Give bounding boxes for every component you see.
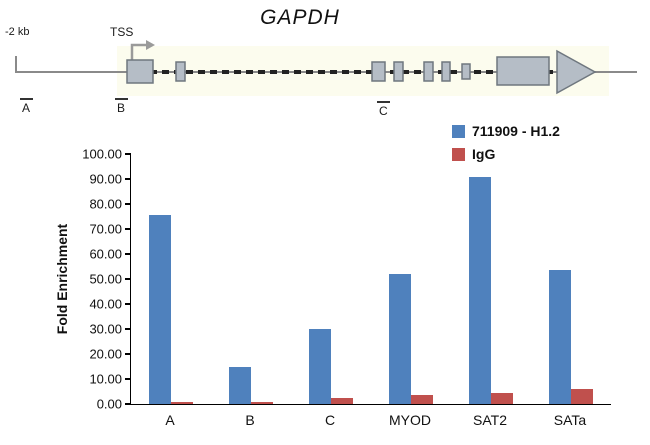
bar-igg-sata <box>571 389 593 404</box>
y-tick-label: 50.00 <box>89 271 122 287</box>
chart-legend: 711909 - H1.2 IgG <box>452 123 560 169</box>
legend-label: IgG <box>472 146 496 162</box>
amplicon-ticks <box>20 98 390 103</box>
x-axis-label-sat2: SAT2 <box>473 412 507 428</box>
bar-711909-h1-2-myod <box>389 274 411 404</box>
y-tick-label: 60.00 <box>89 246 122 262</box>
y-tick-label: 0.00 <box>96 396 122 412</box>
bar-group-myod <box>371 154 451 404</box>
bar-igg-myod <box>411 395 433 404</box>
bar-igg-sat2 <box>491 392 513 404</box>
legend-swatch-icon <box>452 147 465 161</box>
y-tick-mark <box>125 328 131 330</box>
bar-711909-h1-2-sata <box>549 270 571 404</box>
bar-711909-h1-2-b <box>229 366 251 404</box>
exon-box <box>461 63 471 80</box>
y-tick-label: 90.00 <box>89 171 122 187</box>
y-tick-mark <box>125 178 131 180</box>
exon-box <box>393 61 404 82</box>
gene-end-arrow-icon <box>556 49 597 95</box>
fold-enrichment-chart: 711909 - H1.2 IgG Fold Enrichment 0.00 10.… <box>0 123 650 445</box>
bar-711909-h1-2-sat2 <box>469 176 491 404</box>
bar-igg-a <box>171 401 193 404</box>
legend-swatch-icon <box>452 124 465 138</box>
bar-711909-h1-2-c <box>309 329 331 404</box>
bar-igg-b <box>251 401 273 404</box>
x-axis-labels: A B C MYOD SAT2 SATa <box>130 412 610 428</box>
bar-group-a <box>131 154 211 404</box>
gene-title: GAPDH <box>260 6 340 29</box>
exon-box <box>126 59 154 84</box>
tss-arrowhead-icon <box>146 40 155 50</box>
legend-item-711909-h1-2: 711909 - H1.2 <box>452 123 560 139</box>
y-tick-mark <box>125 203 131 205</box>
y-tick-mark <box>125 378 131 380</box>
bar-group-c <box>291 154 371 404</box>
legend-label: 711909 - H1.2 <box>472 123 560 139</box>
bar-711909-h1-2-a <box>149 215 171 404</box>
y-tick-label: 40.00 <box>89 296 122 312</box>
bar-group-b <box>211 154 291 404</box>
region-b-label: B <box>117 101 126 115</box>
y-tick-label: 70.00 <box>89 221 122 237</box>
region-a-label: A <box>22 101 31 115</box>
bar-igg-c <box>331 397 353 404</box>
bar-group-sat2 <box>451 154 531 404</box>
exon-box <box>441 61 451 82</box>
y-tick-label: 80.00 <box>89 196 122 212</box>
exon-box <box>371 61 386 82</box>
x-axis-label-a: A <box>165 412 175 428</box>
x-axis-label-b: B <box>245 412 255 428</box>
y-axis-tick-labels: 0.00 10.00 20.00 30.00 40.00 50.00 60.00 70.00 8… <box>0 147 126 412</box>
y-tick-mark <box>125 278 131 280</box>
y-tick-label: 10.00 <box>89 371 122 387</box>
y-tick-label: 20.00 <box>89 346 122 362</box>
bar-group-sata <box>531 154 611 404</box>
y-tick-mark <box>125 253 131 255</box>
tss-arrow-icon <box>130 43 146 60</box>
legend-item-igg: IgG <box>452 146 560 162</box>
exon-box <box>423 61 434 82</box>
gene-diagram: GAPDH -2 kb TSS A B C <box>0 0 650 130</box>
y-tick-mark <box>125 153 131 155</box>
exon-box <box>175 61 186 82</box>
exon-box <box>496 56 550 86</box>
y-tick-mark <box>125 303 131 305</box>
x-axis-label-myod: MYOD <box>389 412 431 428</box>
y-tick-mark <box>125 353 131 355</box>
minus-2kb-label: -2 kb <box>5 26 30 38</box>
x-axis-label-c: C <box>324 412 336 428</box>
y-tick-label: 100.00 <box>82 146 122 162</box>
gene-structure-graphic <box>15 40 637 103</box>
plot-area <box>125 153 611 405</box>
x-axis-label-sata: SATa <box>553 412 587 428</box>
y-tick-label: 30.00 <box>89 321 122 337</box>
y-tick-mark <box>125 228 131 230</box>
tss-label: TSS <box>110 25 134 39</box>
region-c-label: C <box>379 104 388 118</box>
exon-boxes <box>126 49 597 95</box>
y-tick-mark <box>125 403 131 405</box>
